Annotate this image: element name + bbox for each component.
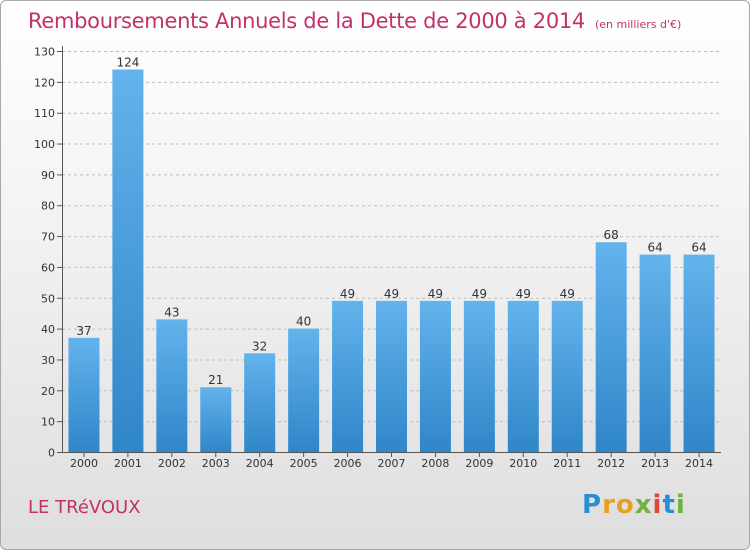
y-tick-label: 110 bbox=[34, 107, 55, 120]
logo-letter: t bbox=[662, 490, 676, 520]
bar bbox=[332, 300, 364, 452]
bar bbox=[156, 319, 188, 452]
x-tick-label: 2011 bbox=[553, 457, 581, 470]
x-tick-label: 2014 bbox=[685, 457, 713, 470]
bar-value-label: 32 bbox=[252, 339, 267, 353]
bar bbox=[595, 242, 627, 452]
bar-value-label: 40 bbox=[296, 315, 311, 329]
bar-value-label: 68 bbox=[604, 228, 619, 242]
bar bbox=[112, 69, 144, 452]
chart-subtitle: (en milliers d'€) bbox=[595, 18, 682, 31]
logo-letter: x bbox=[634, 490, 653, 520]
bar bbox=[639, 254, 671, 452]
bar-value-label: 21 bbox=[208, 373, 223, 387]
y-tick-label: 90 bbox=[41, 169, 55, 182]
logo-letter: i bbox=[675, 490, 686, 520]
bar-value-label: 49 bbox=[428, 287, 443, 301]
logo-letter: i bbox=[652, 490, 663, 520]
y-tick-label: 30 bbox=[41, 354, 55, 367]
x-tick-label: 2008 bbox=[421, 457, 449, 470]
x-tick-label: 2010 bbox=[509, 457, 537, 470]
x-tick-label: 2007 bbox=[378, 457, 406, 470]
bar bbox=[288, 328, 320, 452]
logo-letter: o bbox=[615, 490, 635, 520]
bar-value-label: 49 bbox=[472, 287, 487, 301]
y-tick-label: 0 bbox=[48, 447, 55, 460]
bar-value-label: 49 bbox=[516, 287, 531, 301]
bar-value-label: 64 bbox=[647, 241, 662, 255]
bar-value-label: 124 bbox=[116, 56, 139, 70]
y-tick-label: 130 bbox=[34, 46, 55, 59]
x-tick-label: 2003 bbox=[202, 457, 230, 470]
y-tick-label: 120 bbox=[34, 76, 55, 89]
bar-value-label: 64 bbox=[691, 241, 706, 255]
bar bbox=[376, 300, 407, 452]
x-tick-label: 2002 bbox=[158, 457, 186, 470]
bar bbox=[244, 353, 276, 452]
x-tick-label: 2005 bbox=[290, 457, 318, 470]
chart-title: Remboursements Annuels de la Dette de 20… bbox=[28, 9, 681, 33]
y-tick-label: 40 bbox=[41, 323, 55, 336]
proxiti-logo[interactable]: Proxiti bbox=[582, 490, 686, 520]
logo-letter: r bbox=[602, 490, 616, 520]
bar bbox=[463, 300, 495, 452]
bar bbox=[68, 337, 100, 452]
x-tick-label: 2000 bbox=[70, 457, 98, 470]
chart-title-text: Remboursements Annuels de la Dette de 20… bbox=[28, 9, 585, 33]
y-tick-label: 20 bbox=[41, 385, 55, 398]
y-tick-label: 60 bbox=[41, 261, 55, 274]
x-tick-label: 2001 bbox=[114, 457, 142, 470]
bar-value-label: 49 bbox=[384, 287, 399, 301]
bar bbox=[683, 254, 715, 452]
axes bbox=[57, 46, 721, 457]
x-tick-label: 2012 bbox=[597, 457, 625, 470]
bar bbox=[200, 387, 232, 452]
bar-value-label: 37 bbox=[76, 324, 91, 338]
y-tick-label: 100 bbox=[34, 138, 55, 151]
bar-value-label: 49 bbox=[560, 287, 575, 301]
y-tick-label: 80 bbox=[41, 200, 55, 213]
y-tick-label: 70 bbox=[41, 231, 55, 244]
location-label: LE TRéVOUX bbox=[28, 497, 141, 518]
logo-letter: P bbox=[582, 490, 603, 520]
labels: 0 10 20 30 40 50 60 70 80 90 100 110 120 130 37 2000 124… bbox=[34, 46, 713, 471]
x-tick-label: 2006 bbox=[334, 457, 362, 470]
y-tick-label: 10 bbox=[41, 416, 55, 429]
x-tick-label: 2004 bbox=[246, 457, 274, 470]
y-tick-label: 50 bbox=[41, 292, 55, 305]
bars bbox=[68, 69, 715, 452]
bar-value-label: 43 bbox=[164, 305, 179, 319]
bar bbox=[551, 300, 583, 452]
x-tick-label: 2009 bbox=[465, 457, 493, 470]
bar bbox=[419, 300, 451, 452]
bar-value-label: 49 bbox=[340, 287, 355, 301]
x-tick-label: 2013 bbox=[641, 457, 669, 470]
bar bbox=[507, 300, 539, 452]
